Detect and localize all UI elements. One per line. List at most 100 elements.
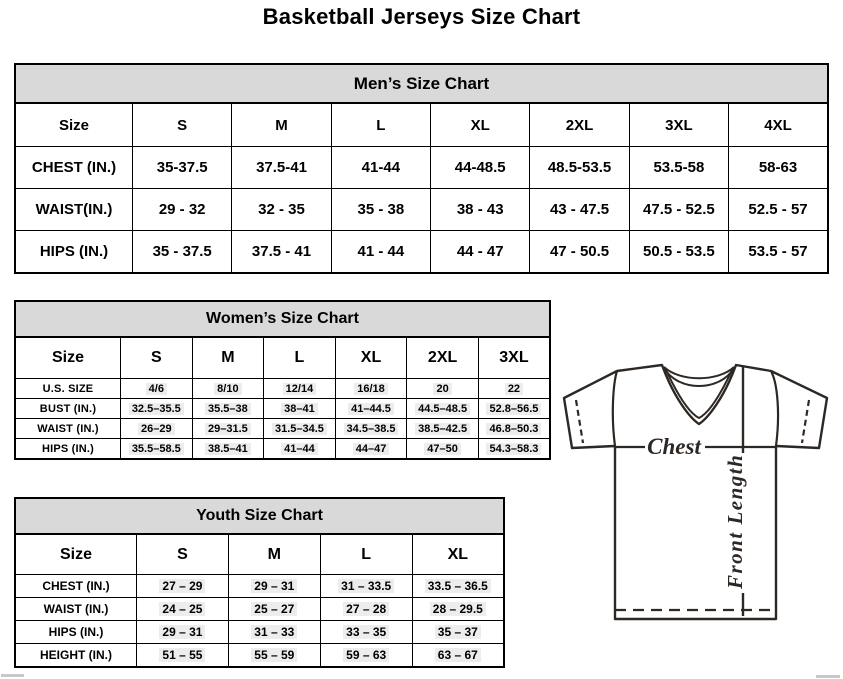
size-value-cell: 44–47 — [334, 438, 408, 460]
size-value: 32.5–35.5 — [128, 402, 184, 415]
column-header: L — [330, 102, 432, 147]
size-value-cell: 35 - 38 — [330, 188, 432, 231]
table-row: CHEST (IN.) 35-37.5 37.5-41 41-44 44-48.5 48.… — [14, 146, 829, 189]
size-value: 31 – 33.5 — [338, 579, 395, 593]
size-value: 29 – 31 — [159, 625, 206, 639]
front-length-label: Front Length — [723, 454, 747, 590]
size-value-cell: 53.5-58 — [628, 146, 730, 189]
size-value-cell: 8/10 — [191, 378, 265, 399]
mens-chart-title: Men’s Size Chart — [14, 63, 829, 102]
size-value-cell: 41–44.5 — [334, 398, 408, 419]
table-row: WAIST(IN.) 29 - 32 32 - 35 35 - 38 38 - 43 43… — [14, 188, 829, 231]
column-header: 2XL — [529, 102, 630, 147]
size-value: 29–31.5 — [204, 422, 251, 435]
size-value: 31.5–34.5 — [271, 422, 327, 435]
size-value-cell: 29–31.5 — [191, 418, 265, 439]
size-value-cell: 53.5 - 57 — [728, 230, 829, 274]
size-value: 55 – 59 — [251, 648, 298, 662]
size-value: 8/10 — [214, 382, 242, 395]
size-value-cell: 35.5–38 — [191, 398, 265, 419]
left-cuff-dashed-line — [574, 399, 585, 444]
size-value: 27 – 29 — [159, 579, 206, 593]
size-value: 20 — [433, 382, 452, 395]
size-value-cell: 29 – 31 — [136, 620, 229, 644]
size-value-cell: 32 - 35 — [231, 188, 332, 231]
row-label: WAIST(IN.) — [14, 188, 133, 231]
page-title: Basketball Jerseys Size Chart — [262, 4, 581, 29]
size-value-cell: 31.5–34.5 — [263, 418, 336, 439]
size-value-cell: 44 - 47 — [430, 230, 531, 274]
left-sleeve-seam — [611, 370, 619, 447]
table-row: CHEST (IN.) 27 – 29 29 – 31 31 – 33.5 33.5 –… — [14, 574, 505, 598]
size-value-cell: 44.5–48.5 — [406, 398, 479, 419]
size-value-cell: 27 – 28 — [319, 597, 413, 621]
collar-band-line — [663, 366, 735, 380]
column-header: XL — [334, 336, 408, 379]
size-value-cell: 46.8–50.3 — [477, 418, 551, 439]
size-value-cell: 37.5-41 — [231, 146, 332, 189]
jersey-measurement-diagram: Chest Front Length — [562, 363, 829, 621]
row-label: HIPS (IN.) — [14, 620, 137, 644]
size-value: 38.5–42.5 — [415, 422, 471, 435]
size-value: 38–41 — [281, 402, 318, 415]
size-value: 25 – 27 — [251, 602, 298, 616]
column-header: S — [120, 336, 193, 379]
size-value: 16/18 — [354, 382, 388, 395]
size-value-cell: 51 – 55 — [136, 643, 229, 668]
table-row: U.S. SIZE 4/6 8/10 12/14 16/18 20 22 — [14, 378, 551, 399]
mens-size-chart-section: Men’s Size Chart Size S M L XL 2XL 3XL 4XL CHEST… — [14, 63, 829, 274]
size-value: 24 – 25 — [159, 602, 206, 616]
row-label: WAIST (IN.) — [14, 418, 121, 439]
scrollbar-fragment-left[interactable] — [1, 674, 24, 677]
size-value-cell: 34.5–38.5 — [334, 418, 408, 439]
size-value: 44–47 — [352, 442, 390, 455]
size-value: 38.5–41 — [204, 442, 251, 455]
size-value-cell: 31 – 33 — [227, 620, 321, 644]
row-label: CHEST (IN.) — [14, 146, 133, 189]
size-value: 47–50 — [424, 442, 461, 455]
table-row: BUST (IN.) 32.5–35.5 35.5–38 38–41 41–44.5 44… — [14, 398, 551, 419]
column-header: M — [231, 102, 332, 147]
jersey-outline — [562, 363, 829, 621]
size-value: 44.5–48.5 — [415, 402, 471, 415]
size-column-header: Size — [14, 336, 121, 379]
row-label: CHEST (IN.) — [14, 574, 137, 598]
size-value: 59 – 63 — [343, 648, 390, 662]
size-value: 35.5–38 — [204, 402, 251, 415]
column-header: 2XL — [406, 336, 479, 379]
size-value-cell: 50.5 - 53.5 — [628, 230, 730, 274]
column-header: M — [227, 533, 321, 575]
size-value: 29 – 31 — [251, 579, 298, 593]
size-value: 34.5–38.5 — [343, 422, 399, 435]
youth-size-table: Size S M L XL CHEST (IN.) 27 – 29 29 – 31 31 – 3… — [14, 533, 505, 668]
size-value-cell: 35 - 37.5 — [131, 230, 233, 274]
size-value-cell: 38.5–41 — [191, 438, 265, 460]
scrollbar-fragment-right[interactable] — [816, 675, 840, 678]
size-value: 46.8–50.3 — [486, 422, 542, 435]
row-label: U.S. SIZE — [14, 378, 121, 399]
header-row: Size S M L XL 2XL 3XL — [14, 336, 551, 379]
chest-label: Chest — [647, 434, 701, 459]
header-row: Size S M L XL 2XL 3XL 4XL — [14, 102, 829, 147]
size-value-cell: 47–50 — [406, 438, 479, 460]
size-value: 41–44.5 — [348, 402, 394, 415]
row-label: BUST (IN.) — [14, 398, 121, 419]
size-value-cell: 58-63 — [728, 146, 829, 189]
size-value-cell: 29 – 31 — [227, 574, 321, 598]
size-value-cell: 35-37.5 — [131, 146, 233, 189]
row-label: HIPS (IN.) — [14, 230, 133, 274]
womens-size-table: Size S M L XL 2XL 3XL U.S. SIZE 4/6 8/10 12/14 16/1… — [14, 336, 551, 460]
right-cuff-dashed-line — [800, 399, 811, 444]
table-row: HEIGHT (IN.) 51 – 55 55 – 59 59 – 63 63 – 67 — [14, 643, 505, 668]
size-value-cell: 35 – 37 — [411, 620, 505, 644]
row-label: HEIGHT (IN.) — [14, 643, 137, 668]
header-row: Size S M L XL — [14, 533, 505, 575]
size-value-cell: 33.5 – 36.5 — [411, 574, 505, 598]
size-value-cell: 41–44 — [263, 438, 336, 460]
size-value-cell: 52.5 - 57 — [728, 188, 829, 231]
size-value-cell: 48.5-53.5 — [529, 146, 630, 189]
size-value-cell: 28 – 29.5 — [411, 597, 505, 621]
column-header: M — [191, 336, 265, 379]
youth-chart-title: Youth Size Chart — [14, 497, 505, 533]
size-value-cell: 12/14 — [263, 378, 336, 399]
